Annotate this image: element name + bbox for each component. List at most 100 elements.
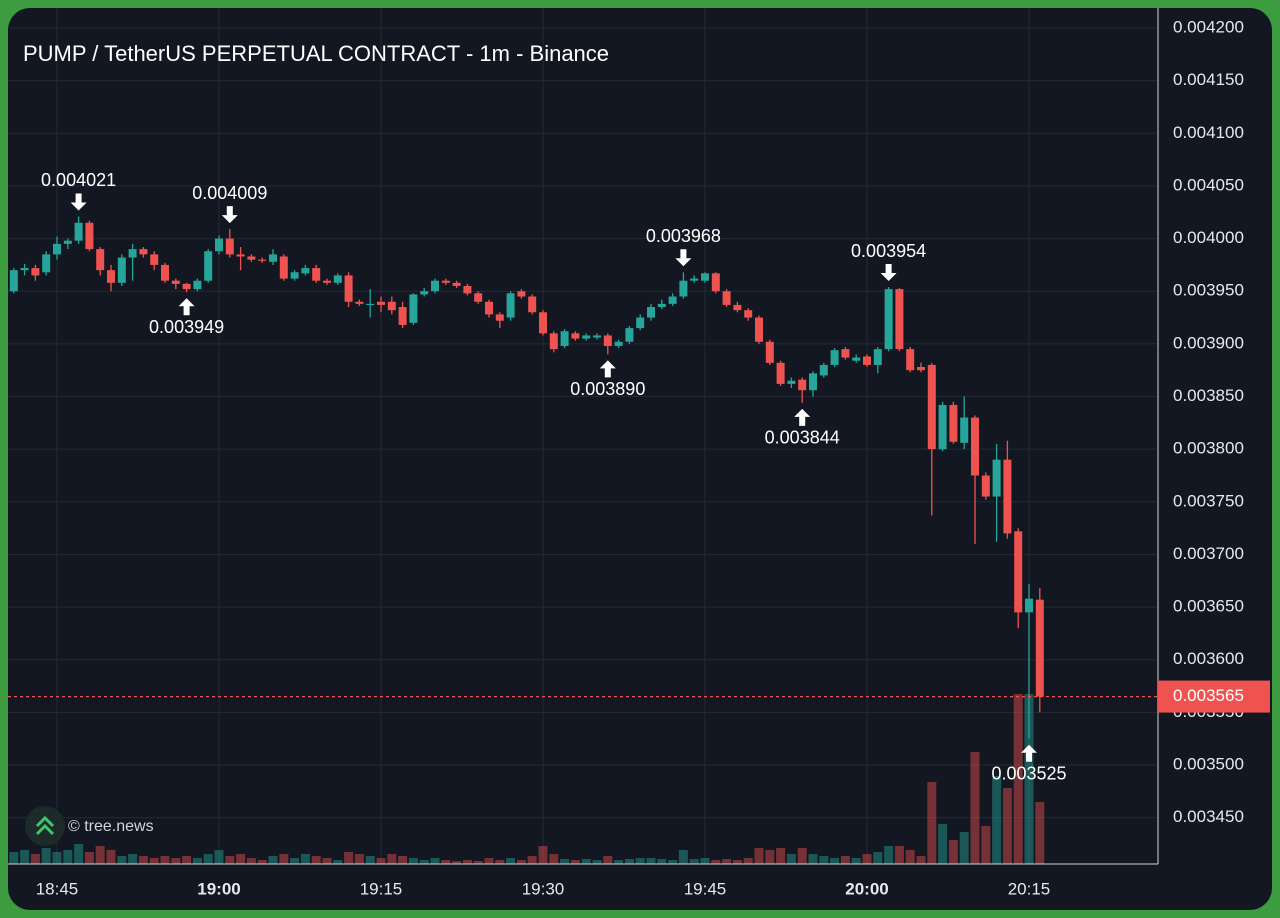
candle-body: [506, 293, 515, 318]
volume-bar: [776, 848, 786, 864]
candle-body: [744, 310, 753, 318]
candle-body: [355, 301, 364, 304]
volume-bar: [1035, 802, 1045, 864]
candle-body: [290, 272, 299, 279]
y-tick-label: 0.003450: [1173, 807, 1244, 826]
volume-bar: [700, 858, 710, 864]
volume-bar: [722, 859, 732, 864]
high-arrow: [675, 249, 692, 267]
candle-body: [107, 270, 115, 283]
candle-body: [117, 257, 126, 283]
volume-bar: [711, 860, 721, 864]
volume-bar: [441, 860, 451, 864]
volume-bar: [938, 824, 948, 864]
candle-body: [269, 254, 277, 262]
candle-body: [96, 249, 105, 271]
volume-bar: [117, 856, 127, 864]
y-tick-label: 0.003650: [1173, 597, 1244, 616]
candle-body: [981, 475, 990, 497]
volume-bar: [603, 856, 613, 864]
candle-body: [938, 404, 947, 450]
volume-bar: [894, 846, 904, 864]
volume-bar: [246, 858, 256, 864]
volume-bar: [1002, 788, 1012, 864]
y-tick-label: 0.003700: [1173, 544, 1244, 563]
candle-body: [387, 301, 396, 311]
candle-body: [193, 280, 202, 290]
x-tick-label: 19:45: [684, 879, 727, 898]
volume-bar: [462, 860, 472, 864]
volume-bar: [635, 858, 645, 864]
low-arrow: [178, 298, 195, 316]
candle-body: [20, 268, 29, 271]
candle-body: [873, 349, 882, 365]
volume-bar: [538, 846, 548, 864]
candle-body: [312, 268, 321, 281]
last-price-label: 0.003565: [1173, 686, 1244, 705]
volume-bar: [495, 860, 505, 864]
volume-bar: [376, 858, 386, 864]
candle-body: [333, 275, 342, 283]
y-tick-label: 0.004150: [1173, 70, 1244, 89]
volume-bar: [678, 850, 688, 864]
volume-bar: [214, 850, 224, 864]
candle-body: [733, 304, 742, 311]
volume-bar: [41, 848, 51, 864]
x-tick-label: 20:00: [845, 879, 888, 898]
candle-body: [755, 317, 763, 342]
candle-body: [539, 312, 547, 334]
candle-body: [452, 282, 461, 286]
volume-bar: [84, 852, 94, 864]
volume-bar: [862, 854, 872, 864]
candle-body: [852, 357, 861, 361]
candle-body: [150, 254, 159, 265]
volume-bar: [786, 854, 796, 864]
candle-body: [42, 254, 51, 273]
volume-bar: [884, 846, 894, 864]
candle-body: [571, 333, 580, 339]
candle-body: [463, 285, 472, 294]
volume-bar: [95, 846, 105, 864]
candle-body: [258, 259, 267, 261]
volume-layer: [9, 694, 1045, 864]
candle-body: [830, 350, 839, 365]
candle-body: [1025, 598, 1033, 613]
candle-body: [441, 280, 450, 283]
candle-body: [549, 333, 558, 350]
candle-body: [582, 335, 591, 339]
candle-body: [528, 296, 537, 313]
candle-body: [344, 275, 353, 302]
candle-body: [960, 417, 969, 443]
high-arrow: [70, 193, 87, 211]
y-tick-label: 0.003800: [1173, 439, 1244, 458]
candle-body: [625, 328, 634, 342]
volume-bar: [106, 850, 116, 864]
candle-body: [247, 256, 256, 260]
volume-bar: [203, 854, 213, 864]
high-label: 0.004021: [41, 170, 116, 190]
last-price-box: [1158, 680, 1270, 713]
chart-title: PUMP / TetherUS PERPETUAL CONTRACT - 1m …: [23, 41, 609, 66]
candle-body: [85, 222, 94, 250]
volume-bar: [365, 856, 375, 864]
high-label: 0.003954: [851, 241, 926, 261]
volume-bar: [592, 860, 602, 864]
volume-bar: [927, 782, 937, 864]
candle-body: [776, 362, 785, 384]
volume-bar: [570, 860, 580, 864]
candle-body: [279, 256, 288, 279]
volume-bar: [873, 852, 883, 864]
x-tick-label: 19:30: [522, 879, 565, 898]
volume-bar: [160, 856, 170, 864]
volume-bar: [819, 856, 829, 864]
candle-body: [560, 331, 569, 346]
volume-bar: [128, 854, 138, 864]
candle-body: [1014, 531, 1023, 613]
candle-body: [128, 249, 137, 258]
candle-body: [787, 380, 796, 384]
y-tick-label: 0.004200: [1173, 17, 1244, 36]
candle-body: [236, 254, 245, 257]
volume-bar: [765, 850, 775, 864]
candle-body: [139, 249, 148, 255]
volume-bar: [333, 860, 343, 864]
